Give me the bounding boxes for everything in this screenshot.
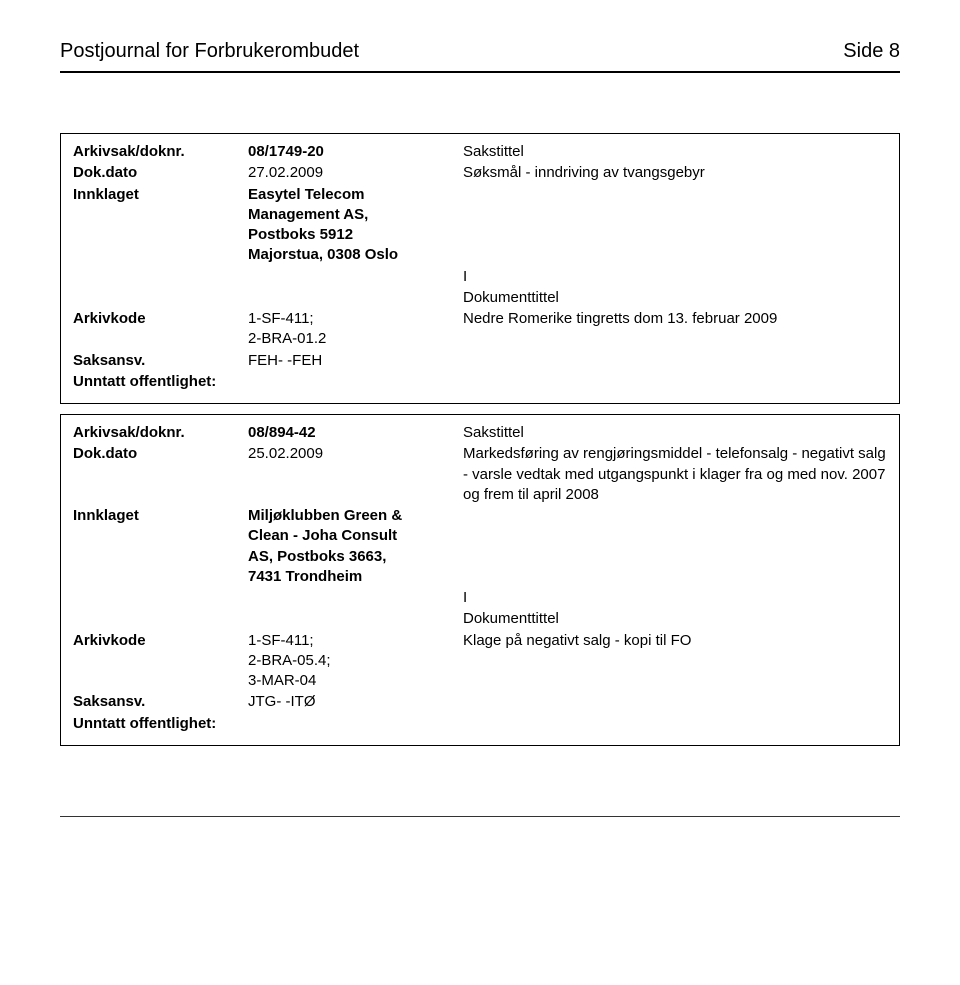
unntatt-label: Unntatt offentlighet: [73, 372, 216, 392]
dokumenttittel-label: Dokumenttittel [463, 288, 887, 308]
sakstittel-text: Søksmål - inndriving av tvangsgebyr [463, 163, 887, 183]
arkivkode-value: 1-SF-411;2-BRA-01.2 [248, 309, 463, 350]
sakstittel-text: Markedsføring av rengjøringsmiddel - tel… [463, 444, 887, 505]
saksansv-value: FEH- -FEH [248, 351, 463, 371]
doc-type-indicator: I [463, 267, 887, 287]
innklaget-label: Innklaget [73, 185, 248, 205]
dokdato-value: 25.02.2009 [248, 444, 463, 464]
arkivkode-value: 1-SF-411;2-BRA-05.4;3-MAR-04 [248, 631, 463, 692]
doc-type-indicator: I [463, 588, 887, 608]
dokdato-value: 27.02.2009 [248, 163, 463, 183]
record-box: Arkivsak/doknr.08/894-42Sakstittel Dok.da… [60, 414, 900, 746]
header-divider [60, 71, 900, 73]
arkivsak-label: Arkivsak/doknr. [73, 423, 248, 443]
innklaget-value: Easytel TelecomManagement AS,Postboks 59… [248, 185, 463, 266]
dokumenttittel-label: Dokumenttittel [463, 609, 887, 629]
arkivsak-value: 08/1749-20 [248, 142, 463, 162]
saksansv-value: JTG- -ITØ [248, 692, 463, 712]
innklaget-value: Miljøklubben Green &Clean - Joha Consult… [248, 506, 463, 587]
record-box: Arkivsak/doknr.08/1749-20Sakstittel Dok.d… [60, 133, 900, 404]
saksansv-label: Saksansv. [73, 351, 248, 371]
footer-divider [60, 816, 900, 817]
sakstittel-label: Sakstittel [463, 142, 887, 162]
dokdato-label: Dok.dato [73, 163, 248, 183]
unntatt-label: Unntatt offentlighet: [73, 714, 216, 734]
arkivkode-text: Nedre Romerike tingretts dom 13. februar… [463, 309, 887, 329]
arkivsak-value: 08/894-42 [248, 423, 463, 443]
page-title: Postjournal for Forbrukerombudet [60, 40, 359, 63]
page-number: Side 8 [843, 40, 900, 63]
arkivsak-label: Arkivsak/doknr. [73, 142, 248, 162]
dokdato-label: Dok.dato [73, 444, 248, 464]
sakstittel-label: Sakstittel [463, 423, 887, 443]
arkivkode-text: Klage på negativt salg - kopi til FO [463, 631, 887, 651]
innklaget-label: Innklaget [73, 506, 248, 526]
saksansv-label: Saksansv. [73, 692, 248, 712]
arkivkode-label: Arkivkode [73, 309, 248, 329]
arkivkode-label: Arkivkode [73, 631, 248, 651]
